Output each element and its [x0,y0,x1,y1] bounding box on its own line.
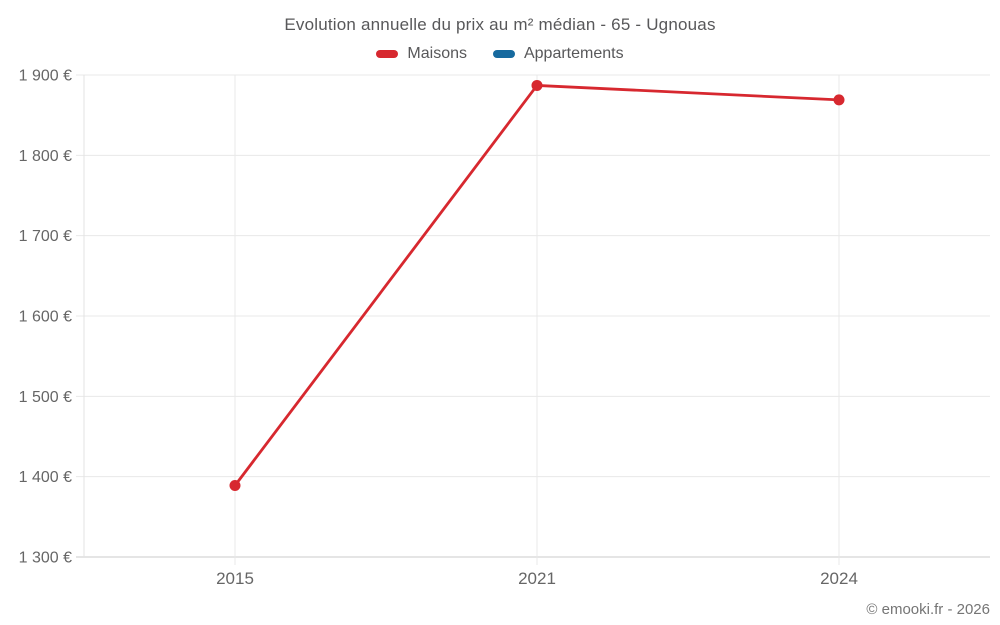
data-point-maisons-2021[interactable] [531,79,543,91]
legend-item-appartements[interactable]: Appartements [492,45,624,63]
y-axis-tick-label: 1 900 € [19,68,72,85]
data-point-maisons-2024[interactable] [833,94,845,106]
y-axis-tick-label: 1 500 € [19,389,72,406]
legend-item-maisons[interactable]: Maisons [376,45,467,63]
legend: Maisons Appartements [0,45,1000,63]
legend-label-appartements: Appartements [523,45,624,62]
x-axis-tick-label: 2024 [820,569,858,588]
x-axis-tick-label: 2021 [518,569,556,588]
y-axis-tick-label: 1 600 € [19,309,72,326]
y-axis-tick-label: 1 400 € [19,469,72,486]
data-point-maisons-2015[interactable] [229,480,241,492]
copyright-notice: © emooki.fr - 2026 [866,601,990,618]
x-axis-tick-label: 2015 [216,569,254,588]
maisons-series-swatch [376,50,399,58]
y-axis-tick-label: 1 800 € [19,148,72,165]
y-axis-tick-label: 1 700 € [19,228,72,245]
y-axis-tick-label: 1 300 € [19,550,72,567]
chart-title: Evolution annuelle du prix au m² médian … [284,15,716,34]
legend-label-maisons: Maisons [407,45,467,62]
appartements-series-swatch [492,50,515,58]
